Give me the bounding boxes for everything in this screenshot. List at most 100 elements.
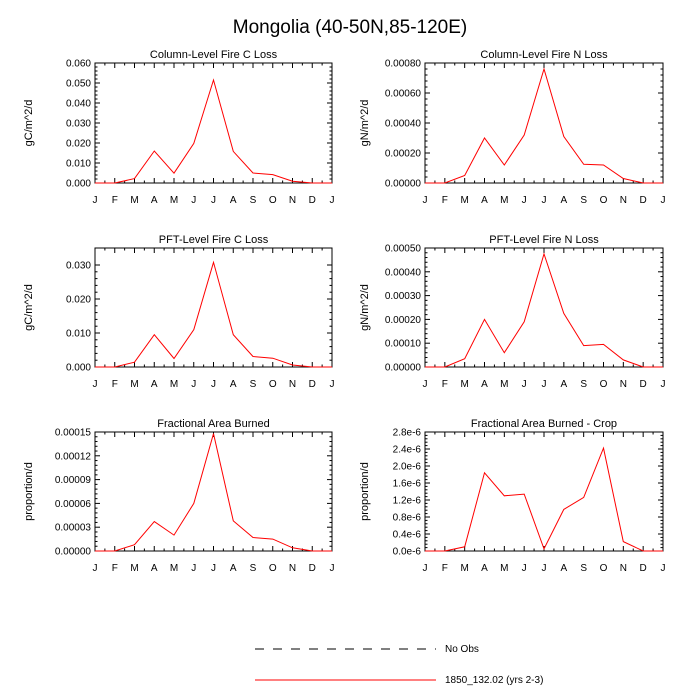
x-tick-label: J [542,195,547,206]
y-tick-label: 0.00003 [55,523,92,534]
x-tick-label: J [423,379,428,390]
x-tick-label: J [93,379,98,390]
panel-frame [94,247,333,368]
y-tick-label: 0.060 [66,59,91,70]
x-tick-label: S [250,563,257,574]
y-axis-label: gN/m^2/d [359,100,371,147]
x-tick-label: S [250,195,257,206]
x-tick-label: O [269,379,277,390]
x-tick-label: J [661,563,666,574]
x-tick-label: M [500,195,508,206]
legend: No Obs 1850_132.02 (yrs 2-3) [255,644,543,686]
y-tick-label: 0.00000 [55,547,92,558]
x-tick-label: F [442,379,448,390]
x-tick-label: S [580,379,587,390]
panel-frame [424,247,664,368]
x-tick-label: M [170,195,178,206]
x-tick-label: A [481,195,488,206]
series-line [95,260,332,368]
y-tick-label: 0.00010 [385,339,422,350]
y-tick-label: 0.00009 [55,475,92,486]
series-line [95,433,332,552]
x-tick-label: A [560,379,567,390]
y-tick-label: 0.00050 [385,244,422,255]
x-tick-label: D [309,195,316,206]
y-tick-label: 0.000 [66,363,91,374]
series-line [95,78,332,184]
x-tick-label: J [330,379,335,390]
panel-title: PFT-Level Fire N Loss [489,234,599,246]
x-tick-label: A [481,563,488,574]
y-tick-label: 0.020 [66,295,91,306]
y-tick-label: 1.6e-6 [393,479,422,490]
y-tick-label: 0.010 [66,159,91,170]
y-axis-label: gC/m^2/d [23,100,35,147]
x-tick-label: A [230,379,237,390]
y-tick-label: 0.0e-6 [393,547,422,558]
x-tick-label: A [151,563,158,574]
x-tick-label: J [423,195,428,206]
y-axis-label: proportion/d [23,462,35,521]
x-tick-label: O [269,195,277,206]
x-tick-label: A [560,563,567,574]
x-tick-label: J [522,195,527,206]
series-line [425,252,663,368]
x-tick-label: N [620,195,627,206]
panel-frame [424,62,664,184]
x-tick-label: F [442,563,448,574]
x-tick-label: J [211,563,216,574]
y-tick-label: 0.00060 [385,89,422,100]
y-tick-label: 0.00000 [385,363,422,374]
x-tick-label: J [542,563,547,574]
y-tick-label: 0.010 [66,329,91,340]
x-tick-label: J [191,563,196,574]
y-axis-label: proportion/d [359,462,371,521]
x-tick-label: O [269,563,277,574]
panel-frame [94,431,333,552]
figure-title: Mongolia (40-50N,85-120E) [233,17,467,38]
x-tick-label: F [112,379,118,390]
x-tick-label: M [130,563,138,574]
x-tick-label: A [230,195,237,206]
x-tick-label: S [580,563,587,574]
y-tick-label: 0.030 [66,119,91,130]
y-tick-label: 0.00040 [385,119,422,130]
x-tick-label: J [191,195,196,206]
legend-label-model: 1850_132.02 (yrs 2-3) [445,675,543,686]
x-tick-label: M [460,195,468,206]
panel-title: Fractional Area Burned [157,418,270,430]
panel-title: Column-Level Fire C Loss [150,49,278,61]
x-tick-label: A [151,379,158,390]
x-tick-label: A [230,563,237,574]
x-tick-label: J [522,563,527,574]
panel-title: PFT-Level Fire C Loss [159,234,269,246]
x-tick-label: O [600,379,608,390]
x-tick-label: N [289,195,296,206]
y-tick-label: 0.050 [66,79,91,90]
y-tick-label: 0.00015 [55,428,92,439]
x-tick-label: M [500,379,508,390]
x-tick-label: J [330,195,335,206]
x-tick-label: O [600,563,608,574]
y-axis-label: gC/m^2/d [23,284,35,331]
x-tick-label: N [289,379,296,390]
y-tick-label: 0.00012 [55,451,92,462]
y-tick-label: 0.00080 [385,59,422,70]
y-tick-label: 1.2e-6 [393,496,422,507]
y-tick-label: 0.00030 [385,291,422,302]
x-tick-label: O [600,195,608,206]
x-tick-label: J [330,563,335,574]
y-tick-label: 0.020 [66,139,91,150]
series-line [425,67,663,184]
x-tick-label: D [640,563,647,574]
x-tick-label: J [522,379,527,390]
x-tick-label: D [640,195,647,206]
x-tick-label: M [130,379,138,390]
y-tick-label: 0.040 [66,99,91,110]
y-tick-label: 2.8e-6 [393,428,422,439]
x-tick-label: M [170,379,178,390]
